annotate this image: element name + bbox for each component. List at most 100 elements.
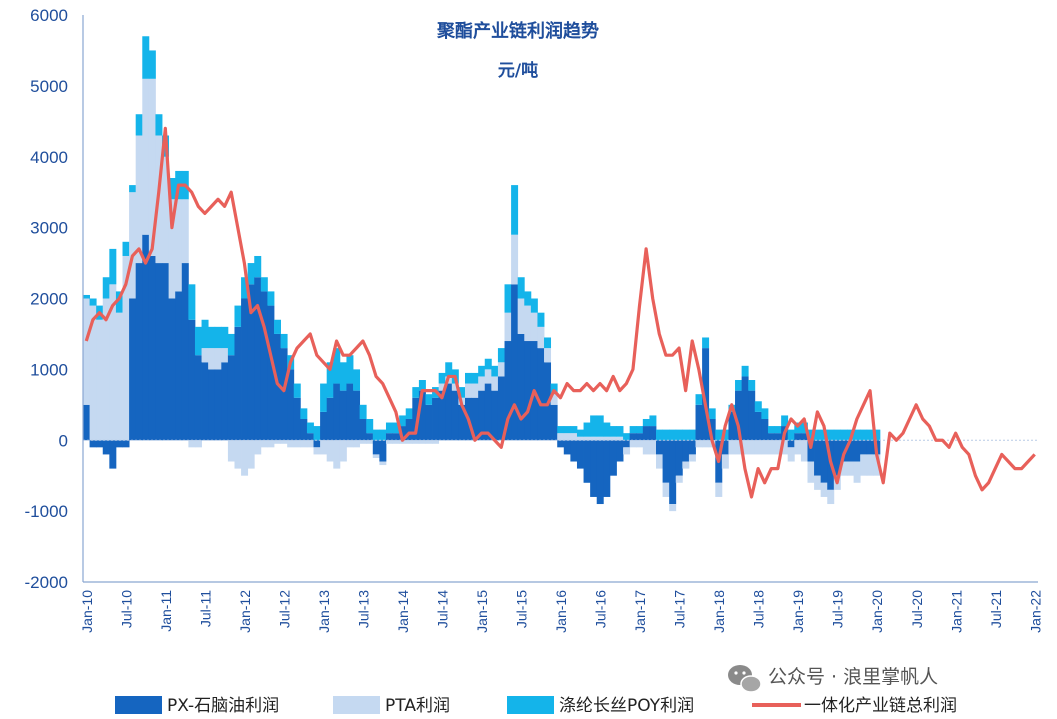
bar-segment (728, 440, 736, 455)
bar-segment (517, 277, 525, 299)
bar-segment (642, 426, 650, 441)
bar-segment (438, 372, 446, 384)
bar-segment (102, 277, 110, 299)
bar-segment (83, 298, 90, 405)
bar-segment (115, 440, 123, 448)
bar-segment (609, 440, 617, 476)
bar-segment (287, 369, 295, 441)
bar-segment (412, 397, 420, 441)
bar-segment (748, 380, 756, 391)
y-axis-ticks: -2000 -1000 0 1000 2000 3000 4000 5000 6000 (25, 6, 68, 592)
x-tick-label: Jan-10 (79, 590, 95, 633)
bar-segment (537, 348, 545, 441)
bar-segment (728, 411, 736, 441)
bar-segment (800, 433, 808, 441)
bar-segment (860, 454, 868, 476)
bar-segment (188, 319, 196, 441)
bar-segment (313, 440, 321, 448)
x-axis-ticks: Jan-10 Jul-10 Jan-11 Jul-11 Jan-12 Jul-12 Jan-… (79, 590, 1043, 633)
bar-segment (629, 440, 637, 448)
bar-segment (385, 433, 393, 441)
bar-segment (175, 291, 183, 441)
bar-segment (511, 185, 519, 235)
bar-segment (379, 429, 387, 441)
bar-segment (293, 383, 301, 398)
bar-segment (432, 397, 440, 441)
bar-segment (669, 429, 677, 441)
bar-segment (833, 429, 841, 441)
bar-segment (662, 429, 670, 441)
bar-segment (168, 178, 176, 200)
x-tick-label: Jan-12 (237, 590, 253, 633)
bar-segment (814, 440, 822, 476)
bar-segment (491, 376, 499, 391)
wechat-icon (728, 665, 762, 693)
bar-segment (155, 263, 163, 441)
bar-segment (642, 440, 650, 455)
bar-segment (478, 390, 486, 441)
bar-segment (465, 383, 472, 398)
bar-segment (787, 429, 795, 441)
bar-segment (787, 440, 795, 448)
bar-segment (267, 305, 275, 441)
bar-segment (208, 369, 216, 441)
bar-segment (254, 255, 262, 278)
bar-segment (866, 454, 874, 476)
bar-segment (280, 333, 288, 349)
bar-segment (135, 114, 143, 136)
bar-segment (247, 440, 255, 469)
chart-subtitle: 元/吨 (498, 60, 538, 81)
bar-segment (122, 255, 130, 441)
bar-segment (458, 387, 466, 398)
y-tick-label: 1000 (30, 360, 68, 379)
bar-segment (471, 397, 479, 441)
bar-segment (326, 362, 334, 398)
bar-segment (267, 440, 275, 448)
bar-segment (214, 369, 222, 441)
bar-segment (346, 355, 354, 384)
bar-segment (214, 326, 222, 349)
bar-segment (162, 263, 170, 441)
bar-segment (695, 404, 703, 441)
bar-segment (320, 440, 328, 455)
bar-segment (774, 426, 782, 434)
bar-segment (616, 436, 624, 441)
bar-segment (636, 426, 644, 434)
bar-segment (260, 291, 268, 441)
bar-segment (142, 234, 150, 441)
bar-segment (287, 440, 295, 448)
x-tick-label: Jul-18 (751, 590, 767, 628)
bar-segment (537, 326, 545, 349)
bar-segment (636, 433, 644, 441)
bar-segment (616, 440, 624, 462)
bar-segment (721, 429, 729, 441)
bar-segment (623, 440, 631, 448)
x-tick-label: Jan-17 (632, 590, 648, 633)
bar-segment (208, 326, 216, 349)
bar-segment (642, 418, 650, 427)
y-tick-label: 6000 (30, 6, 68, 25)
bar-segment (636, 440, 644, 448)
bar-segment (339, 440, 347, 462)
bar-segment (504, 284, 512, 313)
bar-segment (853, 440, 861, 462)
y-tick-label: 5000 (30, 77, 68, 96)
bar-segment (405, 440, 413, 444)
bar-segment (656, 440, 663, 455)
bar-segment (866, 429, 874, 441)
bar-segment (359, 404, 367, 419)
bar-segment (807, 429, 815, 441)
bar-segment (570, 433, 578, 441)
bar-segment (221, 326, 229, 349)
bar-segment (524, 291, 532, 306)
axes (82, 15, 1038, 583)
bar-segment (767, 440, 775, 455)
legend-swatch (507, 696, 554, 714)
bar-segment (300, 440, 308, 448)
bar-segment (827, 429, 835, 441)
y-tick-label: 3000 (30, 219, 68, 238)
bar-segment (596, 436, 604, 441)
bar-segment (767, 426, 775, 434)
bar-segment (649, 440, 657, 455)
bar-segment (83, 294, 90, 299)
